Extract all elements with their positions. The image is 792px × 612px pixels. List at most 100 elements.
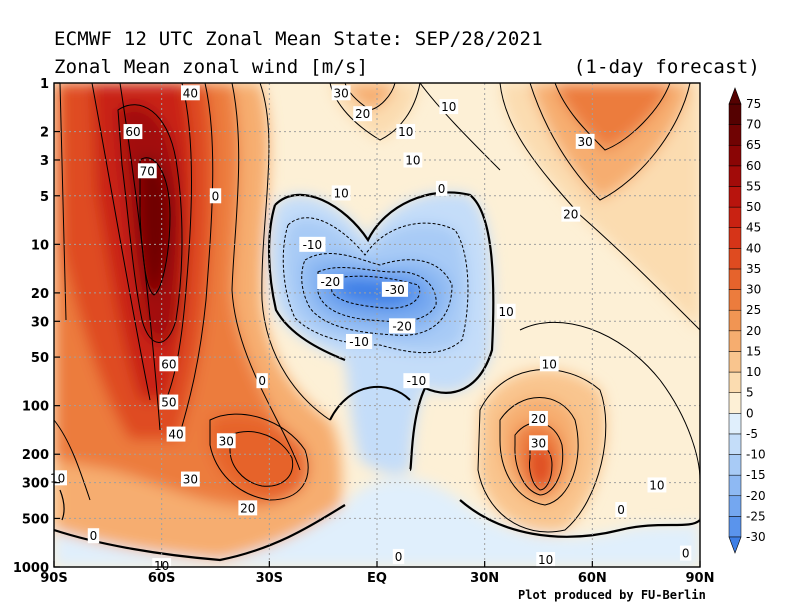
y-tick-label: 200: [22, 448, 49, 463]
contour-label: 10: [398, 125, 413, 139]
contour-label: 60: [161, 357, 176, 371]
colorbar-segment: [728, 330, 742, 352]
colorbar-segment: [728, 309, 742, 332]
x-tick-label: 30N: [470, 571, 499, 586]
x-tick-label: 90N: [686, 571, 715, 586]
contour-label: -20: [321, 275, 341, 289]
colorbar-tick-label: -10: [746, 448, 766, 462]
contour-label: 10: [333, 186, 348, 200]
colorbar-tick-label: 10: [746, 365, 761, 379]
contour-label-bg: [317, 274, 344, 290]
contour-label: 10: [441, 100, 456, 114]
contour-label: 10: [542, 357, 557, 371]
contour-label-bg: [159, 356, 179, 372]
contour-label-bg: [381, 281, 409, 297]
y-tick-label: 30: [31, 315, 49, 330]
colorbar-segment: [728, 454, 742, 476]
colorbar-segment: [728, 248, 742, 270]
contour-label: 40: [183, 86, 198, 100]
y-tick-label: 5: [40, 190, 49, 205]
contour-label-bg: [209, 188, 222, 204]
contour-label: 60: [125, 125, 140, 139]
contour-label-bg: [331, 185, 351, 201]
contour-label-bg: [396, 124, 416, 140]
contour-label: 20: [531, 412, 546, 426]
chart-forecast-label: (1-day forecast): [573, 56, 760, 78]
contour-label-bg: [496, 303, 516, 319]
colorbar-tick-label: 0: [746, 406, 754, 420]
contour-label-bg: [539, 356, 559, 372]
colorbar-segment: [728, 206, 742, 228]
contour-label: 30: [183, 473, 198, 487]
chart-subtitle-variable: Zonal Mean zonal wind [m/s]: [54, 56, 369, 78]
contour-label: 0: [90, 529, 98, 543]
plot-area: 40 60 70 30 20 10 10 10 10 0 0 30 20 -10 -20 -30 -20 -10 1…: [48, 82, 701, 574]
y-tick-label: 1: [40, 77, 49, 92]
colorbar-tick-label: -20: [746, 489, 766, 503]
contour-label: -20: [392, 319, 412, 333]
colorbar-tick-label: 20: [746, 324, 761, 338]
x-tick-label: 60N: [578, 571, 607, 586]
colorbar-segment: [728, 268, 742, 290]
x-tick-label: 60S: [148, 571, 175, 586]
colorbar-tick-label: 15: [746, 344, 761, 358]
colorbar-segment: [728, 289, 742, 311]
contour-label-bg: [403, 152, 423, 168]
colorbar-segment: [728, 124, 742, 146]
colorbar-max-arrow: [728, 87, 742, 105]
grid-lines: [54, 83, 700, 567]
contour-label: 10: [499, 305, 514, 319]
contour-label-bg: [256, 373, 268, 389]
contour-label: 20: [355, 107, 370, 121]
contour-label: 20: [240, 501, 255, 515]
contour-label-bg: [216, 433, 236, 449]
contour-label-bg: [353, 106, 373, 122]
colorbar-tick-label: 35: [746, 262, 761, 276]
plot-credit: Plot produced by FU-Berlin: [518, 588, 706, 602]
contour-label: 0: [258, 374, 266, 388]
contour-label-bg: [679, 545, 692, 561]
colorbar-tick-label: 65: [746, 138, 761, 152]
colorbar-tick-label: 25: [746, 303, 761, 317]
colorbar-segment: [728, 351, 742, 373]
x-tick-label: EQ: [367, 571, 387, 586]
y-tick-label: 100: [22, 400, 49, 415]
contour-label-bg: [615, 501, 627, 517]
contour-label: 20: [563, 208, 578, 222]
contour-label: 10: [538, 553, 553, 567]
colorbar-segment: [728, 186, 742, 208]
x-tick-label: 90S: [40, 571, 67, 586]
contour-label: 30: [333, 86, 348, 100]
contour-label: 0: [395, 550, 403, 564]
contour-labels: 40 60 70 30 20 10 10 10 10 0 0 30 20 -10 -20 -30 -20 -10 1…: [48, 85, 692, 574]
contour-label: 0: [682, 547, 690, 561]
contour-label-bg: [331, 85, 351, 101]
contour-label: -10: [303, 238, 323, 252]
y-tick-label: 1000: [13, 561, 49, 576]
colorbar-tick-label: -25: [746, 509, 766, 523]
contour-label: 10: [405, 153, 420, 167]
colorbar-segment: [728, 516, 742, 538]
contour-label-bg: [403, 373, 430, 389]
y-tick-label: 3: [40, 154, 49, 169]
colorbar-tick-label: 5: [746, 386, 754, 400]
contour-label: 10: [649, 478, 664, 492]
colorbar-segment: [728, 413, 742, 435]
colorbar-tick-label: -5: [746, 427, 758, 441]
contour-label: 0: [617, 503, 625, 517]
contour-label-bg: [389, 318, 416, 334]
colorbar-segment: [728, 144, 742, 167]
contour-label-bg: [48, 470, 67, 486]
contour-label: 30: [219, 434, 234, 448]
contour-label-bg: [435, 180, 448, 196]
colorbar-tick-label: 40: [746, 241, 761, 255]
colorbar-tick-label: 50: [746, 200, 761, 214]
contour-label-bg: [87, 528, 100, 544]
contour-label: -30: [385, 283, 405, 297]
colorbar-segment: [728, 165, 742, 187]
y-tick-label: 300: [22, 477, 49, 492]
contour-label: -10: [407, 374, 427, 388]
colorbar-tick-label: 45: [746, 221, 761, 235]
x-axis-latitude: 90S 60S 30S EQ 30N 60N 90N: [40, 561, 714, 586]
colorbar-tick-label: 60: [746, 159, 761, 173]
